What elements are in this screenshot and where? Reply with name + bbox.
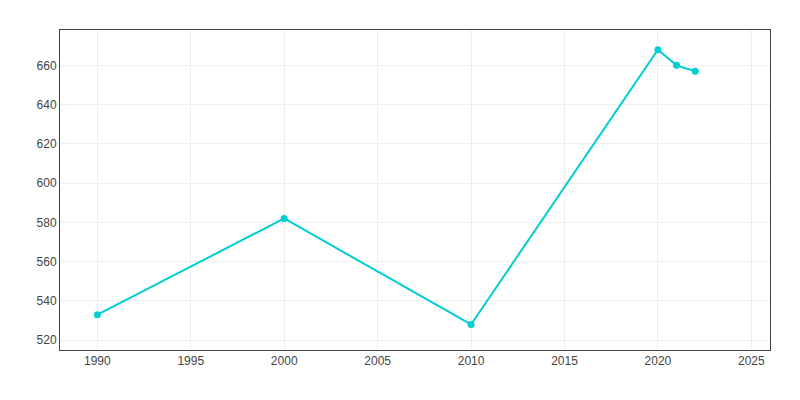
- svg-text:520: 520: [37, 333, 57, 347]
- svg-text:2010: 2010: [458, 354, 485, 368]
- svg-text:2000: 2000: [271, 354, 298, 368]
- svg-text:620: 620: [37, 137, 57, 151]
- svg-text:2015: 2015: [551, 354, 578, 368]
- svg-text:600: 600: [37, 176, 57, 190]
- svg-text:2025: 2025: [738, 354, 765, 368]
- svg-text:1995: 1995: [177, 354, 204, 368]
- svg-text:580: 580: [37, 216, 57, 230]
- svg-text:540: 540: [37, 294, 57, 308]
- svg-text:660: 660: [37, 59, 57, 73]
- svg-text:560: 560: [37, 255, 57, 269]
- svg-text:2020: 2020: [645, 354, 672, 368]
- svg-text:640: 640: [37, 98, 57, 112]
- svg-text:2005: 2005: [364, 354, 391, 368]
- svg-text:1990: 1990: [84, 354, 111, 368]
